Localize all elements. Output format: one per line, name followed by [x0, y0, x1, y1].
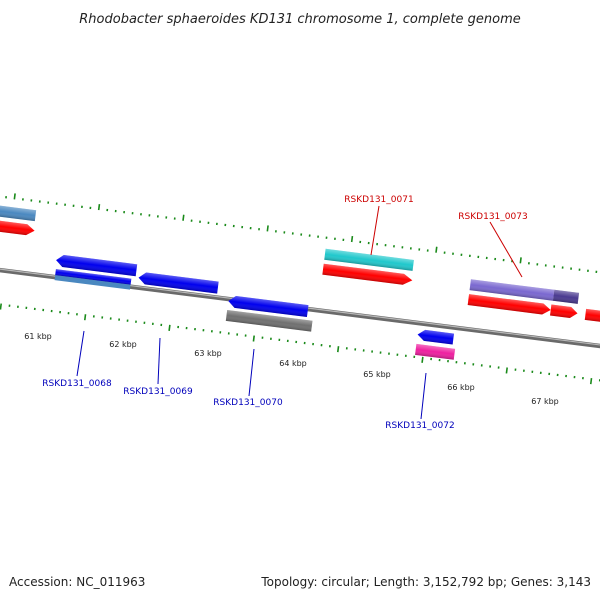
major-tick — [519, 257, 522, 264]
topology-text: Topology: circular; Length: 3,152,792 bp… — [260, 575, 591, 589]
outer-tick-marks — [5, 193, 598, 274]
tick-label: 61 kbp — [24, 332, 52, 341]
major-tick — [435, 246, 438, 253]
tick-label: 65 kbp — [363, 370, 391, 379]
accession-text: Accession: NC_011963 — [9, 575, 145, 589]
major-tick — [350, 235, 354, 243]
gene-steel-strip[interactable] — [54, 275, 131, 290]
major-tick — [252, 335, 255, 342]
rotated-track — [0, 193, 600, 385]
leader-lines — [76, 205, 523, 420]
forward-strand-genes — [0, 203, 600, 327]
gene-label-rskd131-0068[interactable]: RSKD131_0068 — [42, 379, 112, 389]
gene-labels: RSKD131_0071 RSKD131_0073 RSKD131_0068 R… — [42, 195, 527, 431]
major-tick — [97, 204, 101, 211]
major-tick — [589, 378, 593, 385]
major-tick — [83, 314, 87, 321]
map-title: Rhodobacter sphaeroides KD131 chromosome… — [79, 12, 520, 27]
gene-label-rskd131-0071[interactable]: RSKD131_0071 — [344, 195, 413, 205]
major-tick — [421, 356, 424, 363]
major-tick — [168, 324, 171, 331]
tick-label: 63 kbp — [194, 349, 222, 358]
major-tick — [182, 214, 185, 221]
gene-label-rskd131-0072[interactable]: RSKD131_0072 — [385, 421, 454, 431]
reverse-strand-genes — [54, 255, 456, 360]
gene-label-rskd131-0069[interactable]: RSKD131_0069 — [123, 387, 193, 397]
major-tick — [0, 303, 2, 310]
major-tick — [505, 367, 508, 374]
inner-tick-marks — [0, 303, 600, 385]
tick-label: 62 kbp — [109, 340, 137, 349]
tick-label: 64 kbp — [279, 359, 307, 368]
major-tick — [266, 225, 269, 232]
ruler-labels: 61 kbp 62 kbp 63 kbp 64 kbp 65 kbp 66 kb… — [24, 332, 559, 406]
gene-label-rskd131-0073[interactable]: RSKD131_0073 — [458, 212, 527, 222]
major-tick — [13, 193, 16, 200]
major-tick — [336, 346, 340, 353]
tick-label: 66 kbp — [447, 383, 475, 392]
tick-label: 67 kbp — [531, 397, 559, 406]
gene-label-rskd131-0070[interactable]: RSKD131_0070 — [213, 398, 283, 408]
